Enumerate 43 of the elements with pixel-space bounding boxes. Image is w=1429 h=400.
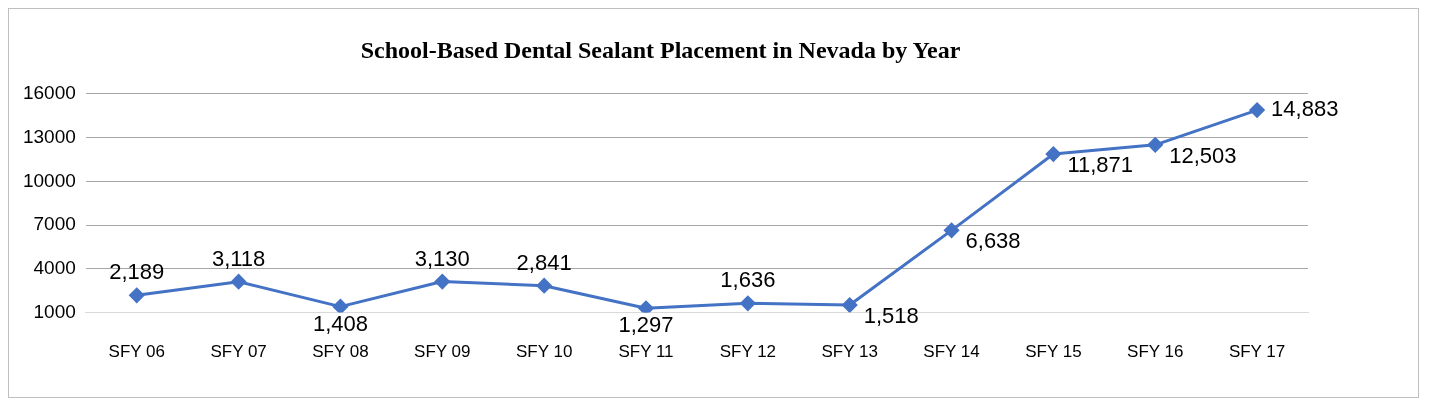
x-tick-label: SFY 15 — [1025, 342, 1082, 362]
x-tick-label: SFY 10 — [515, 342, 573, 362]
x-tick-label: SFY 09 — [414, 342, 471, 362]
point — [740, 295, 756, 311]
point — [231, 274, 247, 290]
data-label: 1,408 — [312, 310, 368, 336]
data-label: 11,871 — [1067, 152, 1134, 178]
point — [332, 299, 348, 313]
y-tick-label: 10000 — [22, 169, 76, 191]
data-label: 1,297 — [618, 312, 674, 338]
y-tick-label: 1000 — [33, 300, 76, 322]
y-tick-label: 16000 — [22, 82, 76, 104]
point — [1249, 102, 1265, 118]
data-label: 2,189 — [109, 259, 165, 285]
x-tick-label: SFY 07 — [210, 342, 267, 362]
y-tick-label: 4000 — [33, 257, 76, 279]
point — [1045, 146, 1061, 162]
x-tick-label: SFY 08 — [312, 342, 369, 362]
point — [434, 274, 450, 290]
data-label: 2,841 — [516, 249, 572, 275]
data-label: 3,118 — [211, 245, 266, 271]
point — [842, 297, 858, 313]
x-tick-label: SFY 17 — [1228, 342, 1286, 362]
chart-title: School-Based Dental Sealant Placement in Nevada by Year — [360, 36, 961, 63]
point — [638, 300, 654, 313]
y-tick-label: 7000 — [33, 213, 76, 235]
data-label: 1,636 — [720, 267, 776, 293]
point — [1147, 137, 1163, 153]
point — [536, 278, 552, 294]
data-label: 3,130 — [414, 245, 470, 271]
x-tick-label: SFY 12 — [719, 342, 777, 362]
data-label: 1,518 — [863, 303, 919, 329]
data-label: 6,638 — [965, 228, 1021, 254]
data-label: 14,883 — [1271, 96, 1339, 122]
point — [129, 287, 145, 303]
x-tick-label: SFY 16 — [1127, 342, 1184, 362]
data-label: 12,503 — [1169, 142, 1237, 168]
x-tick-label: SFY 06 — [108, 342, 165, 362]
y-tick-label: 13000 — [22, 125, 76, 147]
x-tick-label: SFY 13 — [821, 342, 878, 362]
x-tick-label: SFY 14 — [923, 342, 980, 362]
point — [944, 222, 960, 238]
x-tick-label: SFY 11 — [618, 342, 674, 362]
